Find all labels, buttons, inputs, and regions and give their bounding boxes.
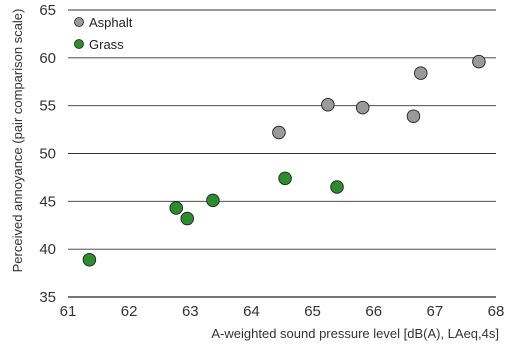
legend: Asphalt Grass [74,15,133,52]
asphalt-point [406,109,421,123]
x-tick-label: 68 [488,303,505,320]
grass-point [82,252,97,267]
y-tick-label: 45 [39,193,56,210]
grass-point [206,193,220,208]
gridlines [68,9,496,250]
y-tick-label: 40 [39,241,56,258]
data-points [82,54,486,267]
legend-marker-grass [74,39,84,49]
x-axis-title: A-weighted sound pressure level [dB(A), … [211,326,499,341]
y-tick-label: 65 [39,2,56,19]
y-axis-ticks: 35 40 45 50 55 60 65 [39,2,56,306]
x-tick-label: 67 [427,303,444,320]
y-tick-label: 60 [39,50,56,67]
legend-marker-asphalt [74,17,84,27]
x-tick-label: 65 [304,303,321,320]
grass-point [330,180,344,194]
legend-label-grass: Grass [89,37,124,52]
x-tick-label: 64 [243,303,260,320]
grass-point [278,171,292,186]
y-tick-label: 55 [39,98,56,115]
asphalt-point [472,54,486,69]
asphalt-point [414,66,428,80]
asphalt-point [321,97,335,112]
x-axis-ticks: 61 62 63 64 65 66 67 68 [60,303,505,320]
x-tick-label: 63 [182,303,199,320]
asphalt-point [272,125,286,140]
legend-label-asphalt: Asphalt [89,15,133,30]
grass-point [169,201,183,215]
y-tick-label: 35 [39,289,56,306]
grass-point [180,211,194,226]
y-axis-title: Perceived annoyance (pair comparison sca… [10,9,25,273]
x-tick-label: 66 [365,303,382,320]
y-tick-label: 50 [39,146,56,163]
x-tick-label: 62 [121,303,138,320]
x-tick-label: 61 [60,303,77,320]
asphalt-point [355,100,370,115]
